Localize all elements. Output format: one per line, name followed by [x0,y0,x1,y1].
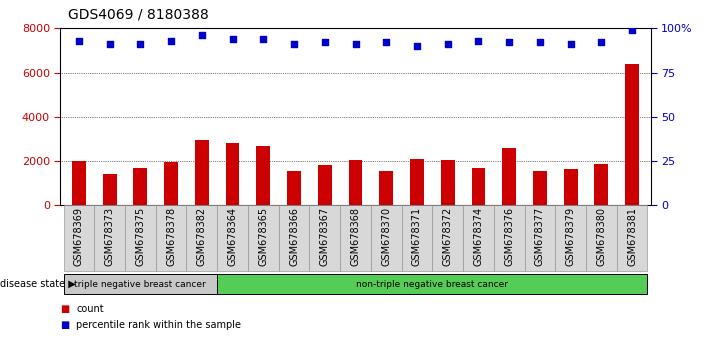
Bar [564,169,577,205]
Point [227,36,238,42]
Point [166,38,177,44]
Text: percentile rank within the sample: percentile rank within the sample [76,320,241,330]
Point [104,41,115,47]
Text: GSM678369: GSM678369 [74,207,84,266]
Text: GSM678378: GSM678378 [166,207,176,266]
Bar [257,145,270,205]
Point [196,33,208,38]
Bar [195,140,209,205]
Bar [380,171,393,205]
Text: triple negative breast cancer: triple negative breast cancer [75,280,206,289]
Point [380,40,392,45]
Bar [502,148,516,205]
Bar [318,166,331,205]
Text: ■: ■ [60,304,70,314]
Text: GSM678381: GSM678381 [627,207,637,266]
Text: GSM678364: GSM678364 [228,207,237,266]
Text: GSM678372: GSM678372 [443,207,453,266]
Bar [471,168,486,205]
Bar [134,168,147,205]
Text: GSM678375: GSM678375 [135,207,145,266]
Point [350,41,361,47]
Text: GSM678370: GSM678370 [381,207,391,266]
Point [257,36,269,42]
Bar [410,159,424,205]
Text: GSM678367: GSM678367 [320,207,330,266]
Text: GSM678374: GSM678374 [474,207,483,266]
Point [289,41,300,47]
Text: GSM678376: GSM678376 [504,207,514,266]
Point [411,43,422,49]
Text: non-triple negative breast cancer: non-triple negative breast cancer [356,280,508,289]
Text: count: count [76,304,104,314]
Point [626,27,638,33]
Text: GSM678377: GSM678377 [535,207,545,266]
Point [134,41,146,47]
Bar [533,171,547,205]
Bar [441,160,454,205]
Text: disease state ▶: disease state ▶ [0,279,76,289]
Text: GSM678382: GSM678382 [197,207,207,266]
Text: ■: ■ [60,320,70,330]
Point [319,40,331,45]
Point [442,41,454,47]
Bar [348,160,363,205]
Point [565,41,577,47]
Point [534,40,545,45]
Bar [287,171,301,205]
Text: GSM678371: GSM678371 [412,207,422,266]
Text: GSM678380: GSM678380 [597,207,606,266]
Point [73,38,85,44]
Bar [625,64,639,205]
Bar [72,161,86,205]
Bar [102,175,117,205]
Point [503,40,515,45]
Point [473,38,484,44]
Text: GDS4069 / 8180388: GDS4069 / 8180388 [68,7,208,21]
Text: GSM678366: GSM678366 [289,207,299,266]
Text: GSM678373: GSM678373 [105,207,114,266]
Point [596,40,607,45]
Text: GSM678368: GSM678368 [351,207,360,266]
Text: GSM678365: GSM678365 [258,207,268,266]
Bar [164,162,178,205]
Text: GSM678379: GSM678379 [566,207,576,266]
Bar [594,164,609,205]
Bar [225,143,240,205]
